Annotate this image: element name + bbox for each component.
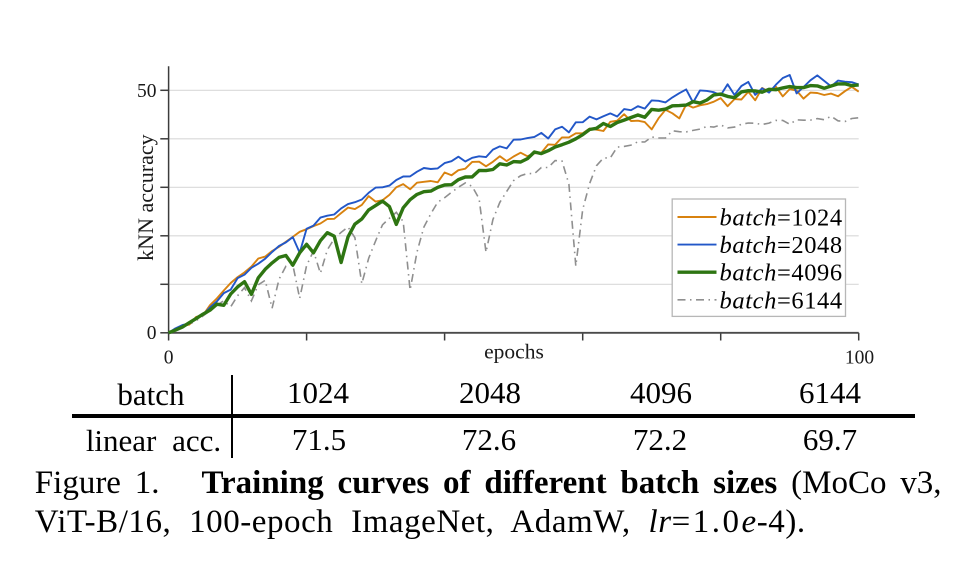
svg-text:epochs: epochs bbox=[484, 340, 544, 364]
svg-text:batch=4096: batch=4096 bbox=[720, 260, 843, 287]
svg-text:batch=1024: batch=1024 bbox=[720, 205, 843, 232]
svg-text:batch=6144: batch=6144 bbox=[720, 287, 843, 314]
svg-text:0: 0 bbox=[147, 323, 157, 344]
svg-text:0: 0 bbox=[164, 347, 174, 368]
svg-text:kNN accuracy: kNN accuracy bbox=[133, 134, 158, 260]
svg-text:50: 50 bbox=[137, 81, 157, 102]
svg-text:batch=2048: batch=2048 bbox=[720, 232, 843, 259]
svg-text:100: 100 bbox=[845, 347, 874, 368]
